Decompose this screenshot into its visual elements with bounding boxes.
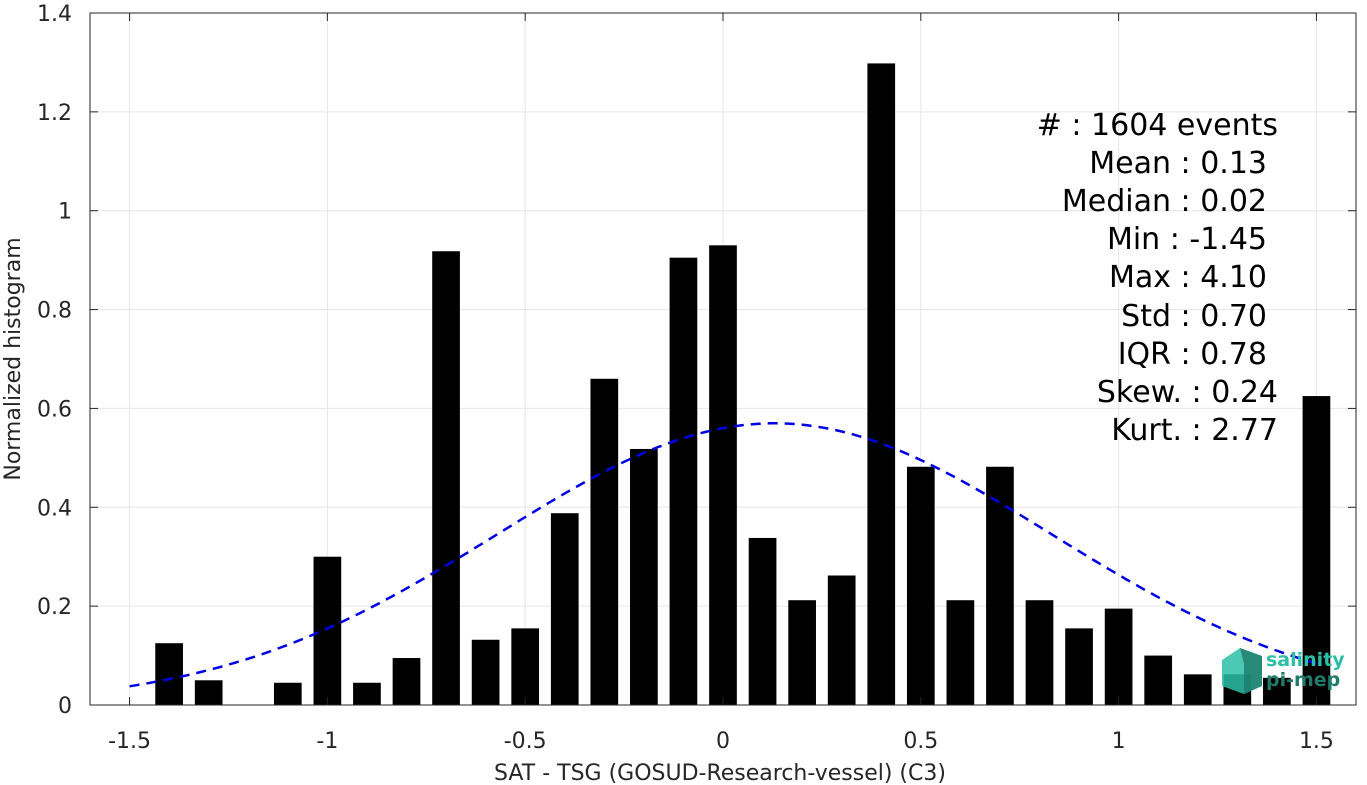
y-tick-label: 0.2 — [37, 595, 72, 620]
histogram-bar — [1065, 628, 1093, 705]
histogram-bar — [986, 466, 1014, 705]
logo-cube-shade-icon — [1240, 648, 1262, 694]
histogram-bar — [906, 466, 935, 705]
stats-median: Median : 0.02 — [1062, 184, 1267, 219]
histogram-bar — [313, 556, 342, 705]
stats-mean: Mean : 0.13 — [1089, 146, 1267, 181]
y-tick-label: 0 — [58, 694, 72, 719]
histogram-bar — [669, 257, 698, 705]
stats-max: Max : 4.10 — [1109, 260, 1267, 295]
stats-min: Min : -1.45 — [1107, 222, 1267, 257]
salinity-pimep-logo: salinity pi-mep — [1222, 648, 1345, 694]
logo-text-pimep: pi-mep — [1266, 669, 1340, 691]
y-tick-labels: 0 0.2 0.4 0.6 0.8 1 1.2 1.4 — [37, 2, 72, 719]
histogram-bar — [867, 63, 896, 706]
histogram-bar — [946, 600, 975, 705]
histogram-bar — [709, 245, 737, 706]
x-axis-title: SAT - TSG (GOSUD-Research-vessel) (C3) — [494, 761, 946, 785]
stats-skew: Skew. : 0.24 — [1097, 375, 1278, 410]
x-tick-labels: -1.5 -1 -0.5 0 0.5 1 1.5 — [108, 729, 1334, 754]
x-tick-label: 1.5 — [1299, 729, 1334, 754]
histogram-bar — [748, 537, 777, 705]
fit-curve-layer — [129, 422, 1317, 688]
stats-count: # : 1604 events — [1037, 108, 1278, 143]
histogram-bar — [273, 682, 302, 705]
histogram-bar — [827, 575, 856, 705]
histogram-bar — [1302, 396, 1331, 705]
y-tick-label: 0.4 — [37, 496, 72, 521]
x-tick-label: -1.5 — [108, 729, 151, 754]
histogram-bar — [1104, 608, 1133, 705]
histogram-bar — [1263, 677, 1291, 705]
histogram-bars — [155, 63, 1331, 706]
histogram-bar — [155, 643, 183, 705]
x-tick-label: 1 — [1112, 729, 1126, 754]
histogram-bar — [194, 680, 223, 705]
gaussian-fit-curve — [129, 422, 1317, 688]
histogram-bar — [511, 628, 540, 705]
histogram-bar — [630, 448, 658, 705]
x-tick-label: -1 — [316, 729, 338, 754]
y-tick-label: 1.2 — [37, 101, 72, 126]
histogram-bar — [1183, 674, 1212, 705]
y-tick-label: 0.8 — [37, 299, 72, 324]
histogram-bar — [788, 600, 816, 705]
histogram-bar — [1025, 600, 1054, 705]
histogram-bar — [471, 639, 500, 705]
logo-text-salinity: salinity — [1266, 649, 1345, 671]
histogram-bar — [353, 682, 381, 705]
y-tick-label: 1 — [58, 200, 72, 225]
stats-std: Std : 0.70 — [1121, 299, 1267, 334]
y-tick-label: 1.4 — [37, 2, 72, 27]
histogram-bar — [590, 378, 619, 705]
y-axis-title: Normalized histogram — [1, 237, 26, 480]
x-tick-label: 0 — [716, 729, 730, 754]
axes-frame — [89, 12, 1357, 706]
x-tick-label: 0.5 — [903, 729, 938, 754]
histogram-bar — [1144, 655, 1173, 705]
x-tick-label: -0.5 — [504, 729, 547, 754]
histogram-bar — [392, 658, 421, 705]
stats-box: # : 1604 events Mean : 0.13 Median : 0.0… — [1037, 108, 1278, 448]
stats-kurt: Kurt. : 2.77 — [1111, 413, 1278, 448]
histogram-bar — [550, 513, 579, 705]
y-tick-label: 0.6 — [37, 397, 72, 422]
stats-iqr: IQR : 0.78 — [1118, 337, 1267, 372]
histogram-bar — [432, 251, 460, 705]
